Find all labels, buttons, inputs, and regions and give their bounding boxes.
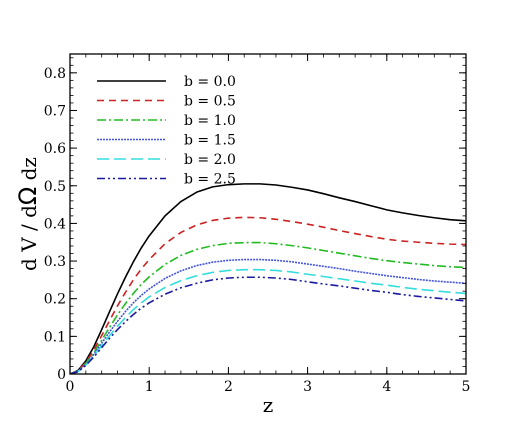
y-tick-label: 0.7 bbox=[44, 103, 66, 119]
x-tick-label: 4 bbox=[382, 379, 391, 395]
ticks-layer: 0 1 2 3 4 5 0 0.1 0.2 0.3 0.4 0.5 0.6 0.7 0.8 bbox=[44, 54, 471, 395]
y-axis-label-part-1: d V / d bbox=[17, 205, 41, 271]
x-tick-label: 1 bbox=[145, 379, 154, 395]
y-tick-label: 0.4 bbox=[44, 216, 66, 232]
y-tick-label: 0.1 bbox=[44, 329, 66, 345]
series-layer bbox=[70, 183, 466, 374]
y-tick-label: 0.3 bbox=[44, 254, 66, 270]
x-tick-label: 0 bbox=[66, 379, 75, 395]
legend-label-3: b = 1.5 bbox=[184, 133, 236, 149]
x-axis-label: z bbox=[263, 393, 274, 417]
legend: b = 0.0 b = 0.5 b = 1.0 b = 1.5 b = 2.0 b = 2… bbox=[97, 74, 236, 188]
y-axis-label-part-2: dz bbox=[17, 157, 41, 187]
series-line-1 bbox=[70, 216, 466, 374]
y-axis-label: d V / dΩ dz bbox=[14, 157, 42, 271]
legend-label-1: b = 0.5 bbox=[184, 94, 236, 110]
y-tick-label: 0.2 bbox=[44, 292, 66, 308]
legend-label-5: b = 2.5 bbox=[184, 172, 236, 188]
y-tick-label: 0 bbox=[57, 367, 66, 383]
y-tick-label: 0.6 bbox=[44, 141, 66, 157]
series-line-0 bbox=[70, 183, 466, 374]
legend-label-4: b = 2.0 bbox=[184, 152, 236, 168]
series-line-2 bbox=[70, 241, 466, 374]
y-tick-label: 0.5 bbox=[44, 179, 66, 195]
x-tick-label: 2 bbox=[224, 379, 233, 395]
legend-label-2: b = 1.0 bbox=[184, 113, 236, 129]
series-line-5 bbox=[70, 276, 466, 374]
legend-label-0: b = 0.0 bbox=[184, 74, 236, 90]
y-axis-label-omega: Ω bbox=[14, 187, 42, 205]
series-line-4 bbox=[70, 268, 466, 374]
plot-frame bbox=[69, 53, 467, 375]
x-tick-label: 3 bbox=[303, 379, 312, 395]
x-tick-label: 5 bbox=[462, 379, 471, 395]
series-line-3 bbox=[70, 258, 466, 374]
y-tick-label: 0.8 bbox=[44, 66, 66, 82]
